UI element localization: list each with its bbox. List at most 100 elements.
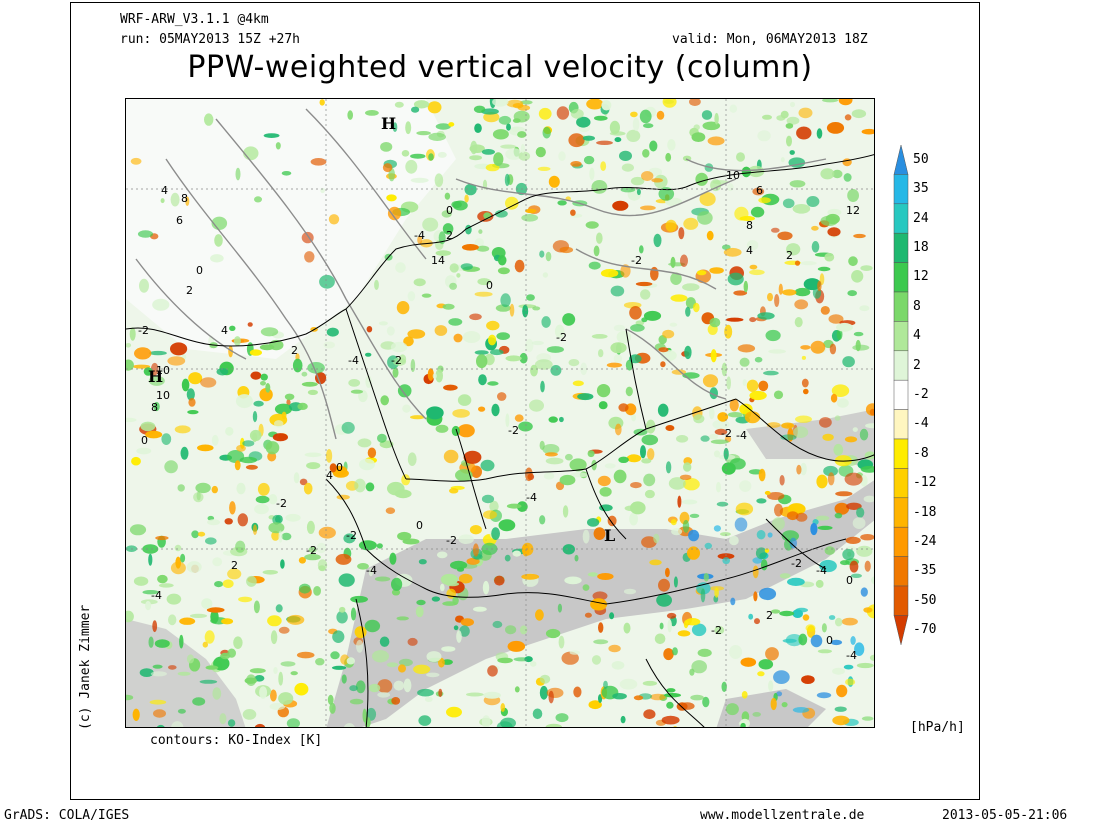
velocity-cell <box>630 324 645 332</box>
velocity-cell <box>832 715 850 726</box>
velocity-cell <box>275 142 281 150</box>
velocity-cell <box>650 693 666 701</box>
velocity-cell <box>142 544 159 554</box>
velocity-cell <box>811 225 819 231</box>
ko-index-contours <box>135 108 827 440</box>
velocity-cell <box>328 214 340 225</box>
velocity-cell <box>294 682 309 696</box>
velocity-cell <box>683 478 700 491</box>
velocity-cell <box>583 155 595 165</box>
velocity-cell <box>834 512 843 519</box>
velocity-cell <box>802 614 810 621</box>
velocity-cell <box>492 620 503 629</box>
velocity-cell <box>865 423 874 429</box>
velocity-cell <box>357 563 369 570</box>
velocity-cell <box>573 686 582 698</box>
velocity-cell <box>155 535 169 541</box>
velocity-cell <box>410 415 425 420</box>
velocity-cell <box>618 456 629 463</box>
model-info: WRF-ARW_V3.1.1 @4km <box>120 12 269 27</box>
velocity-cell <box>577 393 594 401</box>
velocity-cell <box>407 452 417 467</box>
velocity-cell <box>474 291 493 297</box>
velocity-cell <box>599 504 613 512</box>
colorbar-tick-label: 24 <box>913 210 929 226</box>
velocity-cell <box>763 370 779 376</box>
velocity-cell <box>782 289 797 296</box>
velocity-cell <box>639 245 644 254</box>
velocity-cell <box>844 436 858 443</box>
velocity-cell <box>235 540 246 553</box>
velocity-cell <box>683 217 699 230</box>
velocity-cell <box>350 595 368 603</box>
contour-label: -2 <box>138 324 149 337</box>
velocity-cell <box>693 302 700 313</box>
colorbar-tick-label: -18 <box>913 504 937 520</box>
velocity-cell <box>500 703 506 712</box>
velocity-cell <box>539 515 546 525</box>
velocity-cell <box>713 525 722 532</box>
velocity-cell <box>739 480 752 492</box>
velocity-cell <box>643 123 654 129</box>
contour-label: 12 <box>846 204 860 217</box>
velocity-cell <box>339 606 346 613</box>
velocity-cell <box>754 618 760 625</box>
velocity-cell <box>278 671 284 686</box>
velocity-cell <box>126 417 137 423</box>
velocity-cell <box>139 278 149 293</box>
velocity-cell <box>350 389 363 394</box>
velocity-cell <box>840 560 850 566</box>
velocity-cell <box>416 131 431 136</box>
velocity-cell <box>374 576 391 582</box>
velocity-cell <box>286 399 291 406</box>
sea-region <box>126 99 456 359</box>
velocity-cell <box>593 527 606 540</box>
velocity-cell <box>378 321 388 326</box>
valid-time: valid: Mon, 06MAY2013 18Z <box>672 32 868 47</box>
velocity-cell <box>697 211 713 225</box>
velocity-cell <box>290 671 298 676</box>
velocity-cell <box>832 169 843 179</box>
velocity-cell <box>665 219 677 232</box>
velocity-cell <box>497 657 513 664</box>
velocity-cell <box>476 245 490 252</box>
velocity-cell <box>707 136 725 146</box>
velocity-cell <box>177 484 185 492</box>
velocity-cell <box>532 708 543 720</box>
velocity-cell <box>794 287 811 297</box>
velocity-cell <box>838 99 853 106</box>
colorbar-swatch <box>893 438 909 469</box>
velocity-cell <box>613 469 627 484</box>
velocity-cell <box>152 620 158 633</box>
velocity-cell <box>680 254 688 267</box>
velocity-cell <box>741 691 748 699</box>
velocity-cell <box>401 474 411 486</box>
velocity-cell <box>798 107 813 119</box>
contour-label: -4 <box>736 429 747 442</box>
contour-label: 2 <box>786 249 793 262</box>
velocity-cell <box>815 515 830 521</box>
velocity-cell <box>682 519 690 533</box>
velocity-cell <box>434 325 448 336</box>
velocity-cell <box>514 686 520 693</box>
velocity-cell <box>708 433 719 440</box>
velocity-cell <box>514 259 525 273</box>
velocity-cell <box>823 465 838 477</box>
velocity-cell <box>592 591 608 601</box>
colorbar-tick-label: 12 <box>913 269 929 285</box>
velocity-cell <box>530 364 538 377</box>
colorbar-tick-label: -8 <box>913 445 929 461</box>
velocity-cell <box>658 347 669 353</box>
velocity-cell <box>417 688 434 697</box>
velocity-cell <box>620 715 626 724</box>
velocity-cell <box>260 381 266 386</box>
velocity-cell <box>641 317 648 323</box>
velocity-cell <box>610 342 627 354</box>
velocity-cell <box>764 490 771 495</box>
velocity-cell <box>752 565 759 579</box>
velocity-cell <box>227 719 236 727</box>
velocity-cell <box>619 150 632 161</box>
velocity-cell <box>210 254 224 263</box>
velocity-cell <box>816 474 828 489</box>
velocity-cell <box>709 267 724 274</box>
